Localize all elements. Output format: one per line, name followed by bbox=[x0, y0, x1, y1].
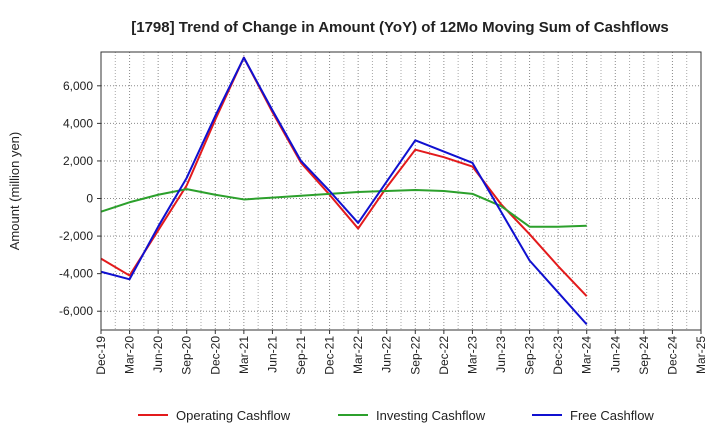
legend-label-operating-cashflow: Operating Cashflow bbox=[176, 408, 291, 423]
x-tick-label: Dec-22 bbox=[437, 336, 451, 375]
x-tick-label: Mar-25 bbox=[694, 336, 708, 374]
x-axis: Dec-19 Mar-20 Jun-20 Sep-20 Dec-20 Mar-21 Jun-… bbox=[94, 330, 708, 375]
x-tick-label: Mar-22 bbox=[351, 336, 365, 374]
y-axis-title: Amount (million yen) bbox=[7, 132, 22, 251]
legend: Operating Cashflow Investing Cashflow Free… bbox=[138, 408, 654, 423]
x-tick-label: Dec-20 bbox=[208, 336, 222, 375]
y-tick-label: 2,000 bbox=[63, 154, 93, 168]
x-tick-label: Dec-23 bbox=[551, 336, 565, 375]
x-tick-label: Mar-20 bbox=[123, 336, 137, 374]
y-tick-label: 6,000 bbox=[63, 79, 93, 93]
x-tick-label: Dec-24 bbox=[665, 336, 679, 375]
x-tick-label: Sep-22 bbox=[408, 336, 422, 375]
y-tick-label: 0 bbox=[86, 192, 93, 206]
x-tick-label: Dec-19 bbox=[94, 336, 108, 375]
plot-frame bbox=[100, 51, 702, 331]
x-tick-label: Jun-23 bbox=[494, 336, 508, 373]
y-tick-label: -6,000 bbox=[59, 304, 93, 318]
x-tick-label: Mar-23 bbox=[465, 336, 479, 374]
legend-label-free-cashflow: Free Cashflow bbox=[570, 408, 654, 423]
investing-cashflow-line bbox=[100, 188, 587, 228]
y-axis: -6,000 -4,000 -2,000 0 2,000 4,000 6,000 bbox=[59, 79, 101, 318]
x-tick-label: Jun-20 bbox=[151, 336, 165, 373]
x-tick-label: Jun-24 bbox=[608, 336, 622, 373]
y-tick-label: -4,000 bbox=[59, 267, 93, 281]
series-lines bbox=[100, 56, 588, 326]
free-cashflow-line bbox=[100, 56, 588, 326]
x-tick-label: Mar-24 bbox=[580, 336, 594, 374]
legend-label-investing-cashflow: Investing Cashflow bbox=[376, 408, 486, 423]
x-tick-label: Dec-21 bbox=[323, 336, 337, 375]
y-tick-label: -2,000 bbox=[59, 229, 93, 243]
x-tick-label: Sep-20 bbox=[180, 336, 194, 375]
x-tick-label: Sep-24 bbox=[637, 336, 651, 375]
x-tick-label: Jun-22 bbox=[380, 336, 394, 373]
y-tick-label: 4,000 bbox=[63, 116, 93, 130]
x-tick-label: Sep-21 bbox=[294, 336, 308, 375]
x-tick-label: Mar-21 bbox=[237, 336, 251, 374]
x-tick-label: Sep-23 bbox=[523, 336, 537, 375]
chart-title: [1798] Trend of Change in Amount (YoY) o… bbox=[131, 19, 669, 36]
x-tick-label: Jun-21 bbox=[265, 336, 279, 373]
